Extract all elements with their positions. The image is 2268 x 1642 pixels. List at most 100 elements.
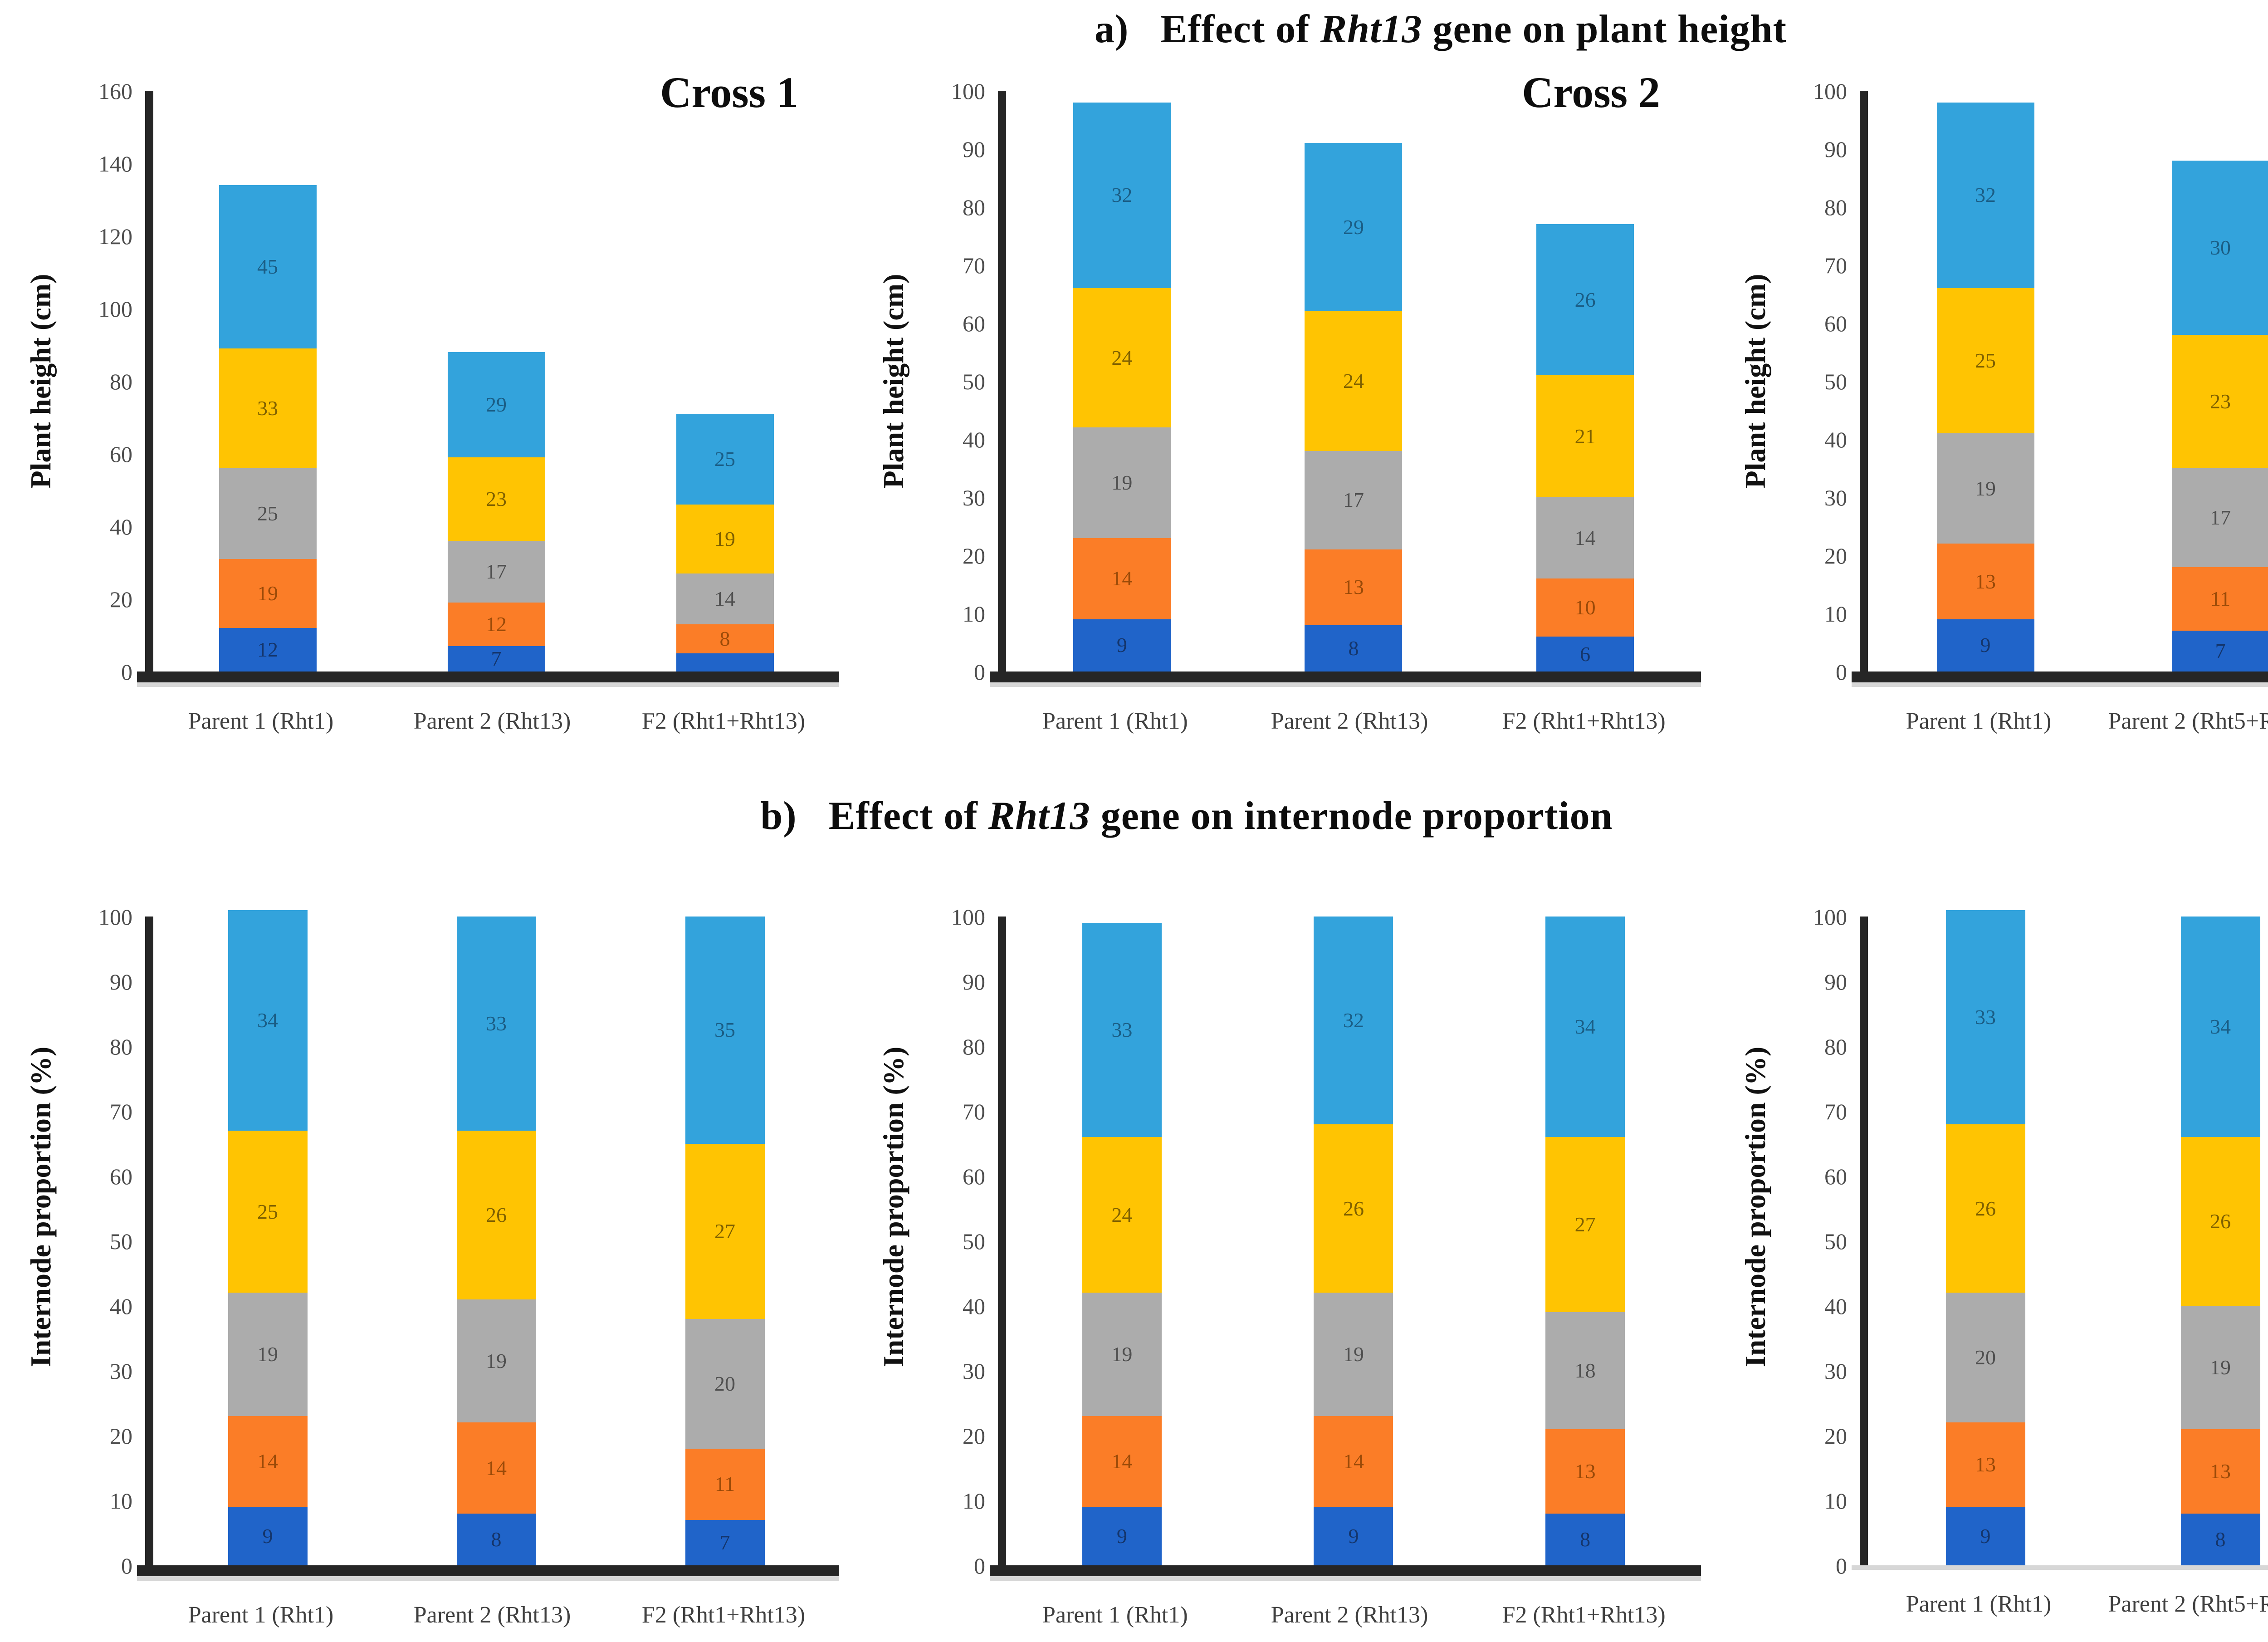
- plot-column: 913202633813192634712192734Parent 1 (Rht…: [1852, 910, 2268, 1642]
- bar-segment-value: 23: [486, 487, 507, 510]
- y-tick-label: 20: [963, 543, 985, 569]
- y-axis-ticks: 0 10 20 30 40 50 60 70 80 90 100: [921, 78, 998, 685]
- y-tick-label: 30: [963, 485, 985, 510]
- bar-segment: 8: [1545, 1513, 1625, 1565]
- bar-segment: 9: [1082, 1507, 1162, 1565]
- bar-segment: 26: [1314, 1124, 1393, 1293]
- y-tick-label: 80: [1824, 1034, 1847, 1059]
- x-axis-labels: Parent 1 (Rht1)Parent 2 (Rht5+Rht13)F2 (…: [1860, 706, 2268, 767]
- bar-segment: 9: [1073, 619, 1171, 672]
- y-tick-label: 0: [121, 1553, 132, 1578]
- y-axis-title: Plant height (cm): [1739, 274, 1771, 489]
- section-a-label: a): [1095, 7, 1129, 51]
- section-b-text-pre: Effect of: [828, 794, 988, 838]
- y-tick-label: 90: [1824, 969, 1847, 995]
- y-tick-label: 0: [974, 659, 985, 685]
- bar-segment-value: 12: [486, 613, 507, 636]
- plot-area: 12 19 25 33 45 7 12 17 23 29 8 14 19 25: [145, 91, 839, 672]
- y-tick-label: 60: [963, 1164, 985, 1189]
- y-tick-label: 40: [110, 514, 132, 539]
- bar-segment: 34: [228, 910, 308, 1131]
- y-axis-title: Plant height (cm): [24, 274, 57, 489]
- y-tick-label: 50: [1824, 1229, 1847, 1254]
- bar-segment: 32: [1073, 102, 1171, 289]
- bar-segment: 14: [228, 1416, 308, 1507]
- bar-segment: 33: [1945, 910, 2025, 1124]
- bar-segment: 19: [219, 559, 317, 628]
- stacked-bar: 9 14 19 25 34: [228, 910, 308, 1565]
- y-tick-label: 0: [1836, 659, 1847, 685]
- y-axis-title-wrap: Plant height (cm): [14, 91, 68, 794]
- bar-segment-value: 8: [491, 1527, 502, 1551]
- x-category-label: F2 (Rht1+Rht13): [641, 1602, 806, 1628]
- plot-column: 9 14 19 25 34 8 14 19 26 33 7 11 20 27 35 Parent 1 (Rht…: [137, 910, 866, 1642]
- bar-segment: 20: [685, 1319, 765, 1449]
- stacked-bar: 8 13 17 24 29: [1305, 143, 1403, 672]
- bar-segment-value: 11: [714, 1472, 735, 1496]
- x-category-label: Parent 1 (Rht1): [1042, 1602, 1188, 1628]
- bar-segment: 17: [447, 541, 545, 603]
- bar-segment: 13: [1945, 1422, 2025, 1507]
- y-axis-title-wrap: Plant height (cm): [1728, 91, 1783, 794]
- y-tick-label: 100: [1813, 904, 1847, 930]
- y-tick-label: 20: [110, 1423, 132, 1449]
- y-tick-label: 100: [98, 296, 132, 322]
- chart-body: Plant height (cm) 0 20 40 60 80 100 120 140 160 12…: [14, 59, 866, 794]
- plot-area: 91319253271117233058131823: [1860, 91, 2268, 672]
- plot-area: 9 14 19 25 34 8 14 19 26 33 7 11 20 27 35: [145, 910, 839, 1565]
- y-tick-label: 60: [1824, 311, 1847, 336]
- bar-segment: 14: [1314, 1416, 1393, 1507]
- bar-segment-value: 12: [257, 638, 278, 661]
- bar-segment: 7: [2171, 631, 2268, 672]
- bar-segment-value: 13: [2210, 1459, 2231, 1483]
- y-tick-label: 30: [963, 1358, 985, 1384]
- x-axis-labels: Parent 1 (Rht1) Parent 2 (Rht13) F2 (Rht1+…: [998, 706, 1701, 737]
- y-axis-ticks: 0 20 40 60 80 100 120 140 160: [68, 78, 145, 685]
- bar-segment: 8: [676, 624, 774, 653]
- bar-segment-value: 26: [1975, 1196, 1996, 1220]
- y-axis-ticks: 0 10 20 30 40 50 60 70 80 90 100: [1783, 904, 1860, 1578]
- bar-segment: 19: [228, 1293, 308, 1417]
- bar-segment-value: 9: [1348, 1524, 1359, 1548]
- stacked-bar: 7 12 17 23 29: [447, 352, 545, 672]
- x-axis-labels: Parent 1 (Rht1) Parent 2 (Rht13) F2 (Rht1+…: [998, 1600, 1701, 1631]
- bar-segment: 13: [1936, 544, 2034, 619]
- bar-segment-value: 9: [262, 1524, 273, 1548]
- y-tick-label: 90: [110, 969, 132, 995]
- bar-segment: 14: [1073, 538, 1171, 619]
- x-axis-line: [990, 1565, 1701, 1581]
- x-axis-line: [990, 672, 1701, 687]
- bar-segment-value: 10: [1574, 596, 1596, 619]
- chart-cross2-plant-height: Cross 2 Plant height (cm) 0 10 20 30 40 50 60 70 8…: [866, 59, 1728, 794]
- bar-segment-value: 23: [2210, 389, 2231, 413]
- stacked-bar: 8 13 18 27 34: [1545, 917, 1625, 1565]
- bar-segment-value: 9: [1116, 633, 1127, 657]
- bar-segment: 34: [2180, 917, 2260, 1137]
- bar-segment: 24: [1073, 288, 1171, 428]
- y-tick-label: 80: [110, 1034, 132, 1059]
- bar-segment-value: 25: [257, 1200, 278, 1223]
- bar-segment-value: 34: [257, 1008, 278, 1032]
- y-tick-label: 30: [1824, 485, 1847, 510]
- section-b-label: b): [760, 794, 797, 838]
- y-tick-label: 40: [110, 1294, 132, 1319]
- plot-area: 913202633813192634712192734: [1860, 910, 2268, 1565]
- y-tick-label: 40: [1824, 1294, 1847, 1319]
- chart-body: Plant height (cm) 0 10 20 30 40 50 60 70 80 90 100 9…: [1728, 59, 2268, 794]
- y-tick-label: 40: [1824, 427, 1847, 452]
- y-axis-title-wrap: Internode proportion (%): [1728, 917, 1783, 1642]
- bar-segment-value: 19: [2210, 1355, 2231, 1379]
- chart-body: Internode proportion (%) 0 10 20 30 40 50 60 70 8…: [1728, 885, 2268, 1642]
- y-tick-label: 120: [98, 224, 132, 249]
- bar-segment: 33: [456, 917, 536, 1131]
- bar-segment: 21: [1536, 375, 1634, 498]
- bar-segment: 11: [685, 1448, 765, 1520]
- bar-segment-value: 29: [486, 393, 507, 416]
- y-axis-title-wrap: Internode proportion (%): [14, 917, 68, 1642]
- x-axis-line: [1852, 1565, 2268, 1570]
- bar-segment-value: 26: [1574, 288, 1596, 311]
- bar-segment: 8: [456, 1513, 536, 1565]
- bar-segment: 17: [2171, 468, 2268, 567]
- y-tick-label: 10: [963, 601, 985, 627]
